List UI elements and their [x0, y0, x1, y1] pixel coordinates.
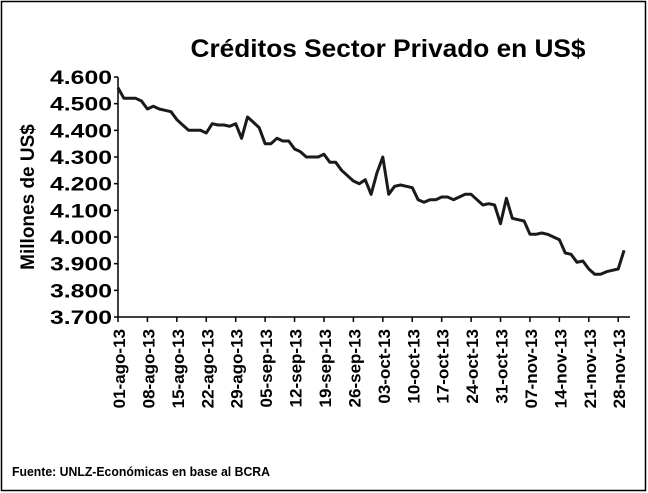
y-tick-label: 4.500 — [50, 95, 112, 116]
x-tick-label: 07-nov-13 — [522, 329, 541, 408]
x-tick-label: 08-ago-13 — [139, 329, 158, 408]
x-tick-label: 21-nov-13 — [581, 329, 600, 408]
x-tick-label: 19-sep-13 — [316, 329, 335, 407]
x-tick-label: 10-oct-13 — [404, 329, 423, 404]
x-tick-label: 29-ago-13 — [228, 329, 247, 408]
x-tick-label: 12-sep-13 — [287, 329, 306, 407]
y-tick-label: 4.400 — [50, 121, 112, 142]
x-tick-label: 03-oct-13 — [375, 329, 394, 404]
x-tick-label: 01-ago-13 — [110, 329, 129, 408]
y-tick-label: 4.000 — [50, 228, 112, 249]
y-axis-label: Millones de US$ — [18, 124, 39, 270]
x-tick-label: 22-ago-13 — [198, 329, 217, 408]
y-tick-label: 3.700 — [50, 308, 112, 329]
y-tick-label: 4.600 — [50, 68, 112, 89]
y-tick-label: 4.300 — [50, 148, 112, 169]
x-tick-label: 28-nov-13 — [610, 329, 629, 408]
y-tick-label: 4.200 — [50, 175, 112, 196]
y-tick-label: 3.900 — [50, 255, 112, 276]
x-tick-label: 26-sep-13 — [345, 329, 364, 407]
y-tick-label: 4.100 — [50, 201, 112, 222]
y-tick-label: 3.800 — [50, 281, 112, 302]
x-tick-label: 15-ago-13 — [169, 329, 188, 408]
x-tick-label: 31-oct-13 — [493, 329, 512, 404]
x-tick-label: 17-oct-13 — [434, 329, 453, 404]
x-tick-label: 05-sep-13 — [257, 329, 276, 407]
source-note: Fuente: UNLZ-Económicas en base al BCRA — [12, 464, 271, 479]
data-line — [116, 86, 626, 276]
x-tick-label: 24-oct-13 — [463, 329, 482, 404]
chart-title: Créditos Sector Privado en US$ — [191, 35, 586, 63]
x-tick-label: 14-nov-13 — [551, 329, 570, 408]
